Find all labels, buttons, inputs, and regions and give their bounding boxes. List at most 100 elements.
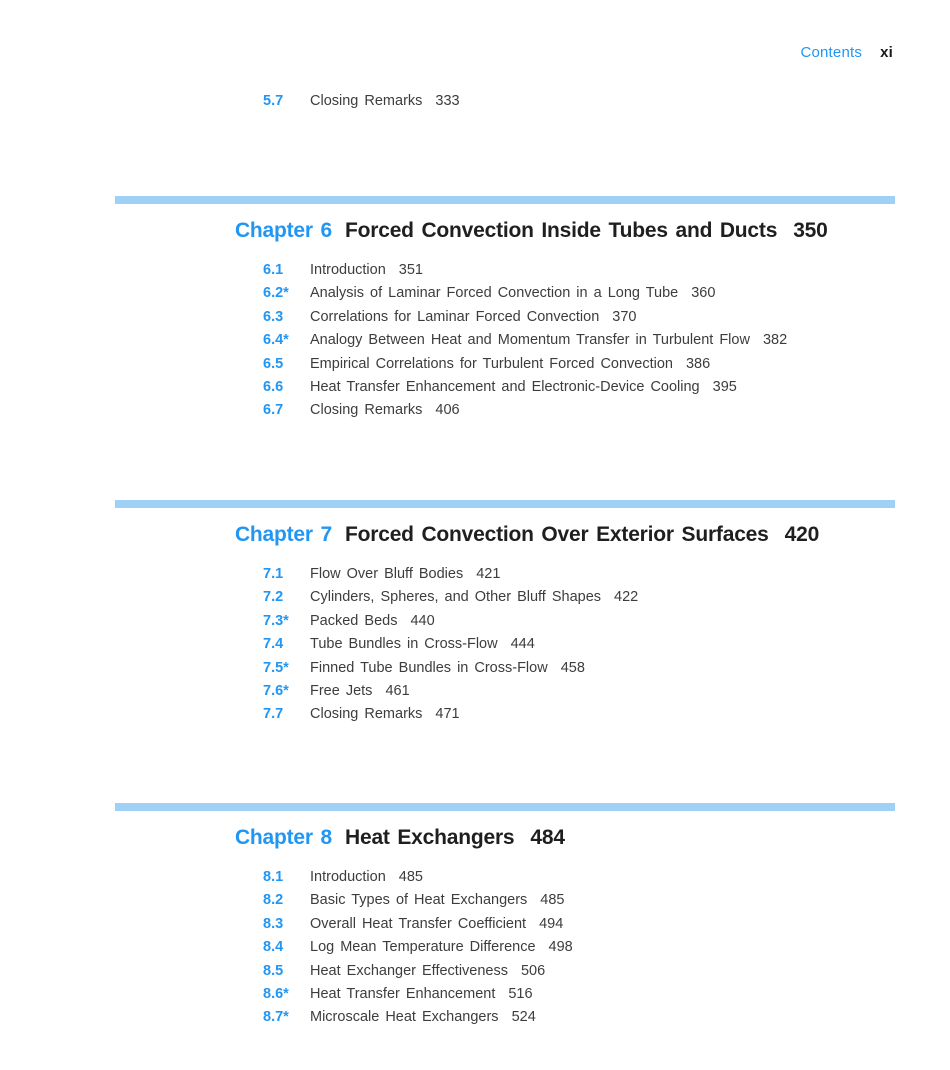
chapter-label: Chapter 7: [234, 523, 332, 546]
toc-entry: 7.3* Packed Beds 440: [263, 610, 950, 633]
section-number: 6.5: [263, 355, 284, 372]
section-number: 6.4*: [263, 332, 289, 349]
chapter-label: Chapter 8: [234, 826, 332, 849]
chapter-divider-bar: [115, 196, 895, 204]
chapter-heading: Chapter 6 Forced Convection Inside Tubes…: [0, 217, 950, 244]
section-title: Free Jets: [310, 683, 373, 700]
toc-entry: 8.1 Introduction 485: [263, 866, 950, 889]
chapter-title: Forced Convection Inside Tubes and Ducts: [345, 219, 778, 242]
chapter-sections: 6.1 Introduction 351 6.2* Analysis of La…: [0, 259, 950, 423]
toc-entry-orphan: 5.7 Closing Remarks 333: [263, 90, 460, 113]
section-page-number: 494: [539, 915, 564, 932]
section-page-number: 471: [435, 706, 460, 723]
toc-entry: 6.5 Empirical Correlations for Turbulent…: [263, 353, 950, 376]
section-title: Log Mean Temperature Difference: [310, 939, 536, 956]
running-head: Contents xi: [800, 44, 893, 61]
section-title: Packed Beds: [310, 612, 398, 629]
chapter-title: Forced Convection Over Exterior Surfaces: [345, 523, 769, 546]
section-page-number: 370: [612, 308, 637, 325]
section-number: 8.2: [263, 892, 284, 909]
section-page-number: 422: [614, 589, 639, 606]
chapter-divider-bar: [115, 803, 895, 811]
section-page-number: 440: [410, 612, 435, 629]
toc-entry: 8.6* Heat Transfer Enhancement 516: [263, 983, 950, 1006]
toc-entry: 7.2 Cylinders, Spheres, and Other Bluff …: [263, 586, 950, 609]
section-number: 8.6*: [263, 986, 289, 1003]
section-number: 7.2: [263, 589, 284, 606]
section-number: 8.5: [263, 962, 284, 979]
chapter-heading: Chapter 7 Forced Convection Over Exterio…: [0, 521, 950, 548]
section-number: 7.1: [263, 566, 284, 582]
chapter-sections: 7.1 Flow Over Bluff Bodies 421 7.2 Cylin…: [0, 563, 950, 727]
toc-entry: 8.5 Heat Exchanger Effectiveness 506: [263, 960, 950, 983]
running-head-contents-label: Contents: [800, 44, 863, 61]
section-page-number: 406: [435, 402, 460, 419]
section-title: Finned Tube Bundles in Cross-Flow: [310, 659, 548, 676]
section-number: 8.3: [263, 915, 284, 932]
section-title: Introduction: [310, 262, 386, 278]
section-title: Overall Heat Transfer Coefficient: [310, 915, 527, 932]
chapter-block: Chapter 8 Heat Exchangers 484 8.1 Introd…: [0, 803, 950, 1030]
chapter-page-number: 484: [530, 826, 565, 849]
section-number: 7.6*: [263, 683, 289, 700]
section-title: Heat Exchanger Effectiveness: [310, 962, 508, 979]
section-page-number: 395: [712, 379, 737, 396]
section-number: 8.7*: [263, 1009, 289, 1026]
section-page-number: 516: [508, 986, 533, 1003]
section-title: Flow Over Bluff Bodies: [310, 566, 464, 582]
chapter-title: Heat Exchangers: [345, 826, 515, 849]
section-page-number: 360: [691, 285, 716, 302]
section-number: 6.6: [263, 379, 284, 396]
chapter-block: Chapter 7 Forced Convection Over Exterio…: [0, 500, 950, 727]
section-number: 8.1: [263, 869, 284, 885]
section-page-number: 386: [685, 355, 711, 372]
section-page-number: 333: [435, 93, 460, 109]
section-page-number: 382: [762, 332, 788, 349]
section-title: Microscale Heat Exchangers: [310, 1009, 499, 1026]
toc-entry: 6.6 Heat Transfer Enhancement and Electr…: [263, 376, 950, 399]
section-title: Closing Remarks: [310, 402, 423, 419]
chapter-page-number: 420: [784, 523, 820, 546]
section-title: Introduction: [310, 869, 386, 885]
section-page-number: 461: [385, 683, 410, 700]
toc-entry: 7.4 Tube Bundles in Cross-Flow 444: [263, 633, 950, 656]
toc-entry: 7.6* Free Jets 461: [263, 680, 950, 703]
chapter-sections: 8.1 Introduction 485 8.2 Basic Types of …: [0, 866, 950, 1030]
section-number: 7.7: [263, 706, 284, 723]
section-title: Empirical Correlations for Turbulent For…: [310, 355, 673, 372]
toc-entry: 8.2 Basic Types of Heat Exchangers 485: [263, 889, 950, 912]
section-number: 7.5*: [263, 659, 289, 676]
chapter-heading: Chapter 8 Heat Exchangers 484: [0, 824, 950, 851]
section-title: Analogy Between Heat and Momentum Transf…: [310, 332, 750, 349]
section-page-number: 485: [398, 869, 423, 885]
toc-entry: 8.3 Overall Heat Transfer Coefficient 49…: [263, 913, 950, 936]
toc-entry: 6.2* Analysis of Laminar Forced Convecti…: [263, 282, 950, 305]
section-page-number: 524: [511, 1009, 536, 1026]
section-number: 6.7: [263, 402, 284, 419]
section-title: Heat Transfer Enhancement: [310, 986, 496, 1003]
section-page-number: 498: [548, 939, 573, 956]
section-title: Correlations for Laminar Forced Convecti…: [310, 308, 600, 325]
section-title: Closing Remarks: [310, 706, 423, 723]
section-number: 7.3*: [263, 612, 289, 629]
chapter-page-number: 350: [793, 219, 828, 242]
section-title: Tube Bundles in Cross-Flow: [310, 636, 498, 653]
section-page-number: 506: [520, 962, 546, 979]
toc-entry: 8.7* Microscale Heat Exchangers 524: [263, 1006, 950, 1029]
section-number: 7.4: [263, 636, 284, 653]
section-page-number: 485: [540, 892, 565, 909]
section-number: 5.7: [263, 93, 284, 109]
chapter-label: Chapter 6: [234, 219, 332, 242]
section-number: 6.2*: [263, 285, 289, 302]
toc-entry: 6.3 Correlations for Laminar Forced Conv…: [263, 306, 950, 329]
section-page-number: 444: [510, 636, 535, 653]
section-page-number: 458: [560, 659, 585, 676]
section-title: Closing Remarks: [310, 93, 423, 109]
section-page-number: 421: [476, 566, 501, 582]
section-title: Heat Transfer Enhancement and Electronic…: [310, 379, 700, 396]
chapter-block: Chapter 6 Forced Convection Inside Tubes…: [0, 196, 950, 423]
section-title: Cylinders, Spheres, and Other Bluff Shap…: [310, 589, 602, 606]
toc-entry: 6.4* Analogy Between Heat and Momentum T…: [263, 329, 950, 352]
toc-entry: 6.1 Introduction 351: [263, 259, 950, 282]
